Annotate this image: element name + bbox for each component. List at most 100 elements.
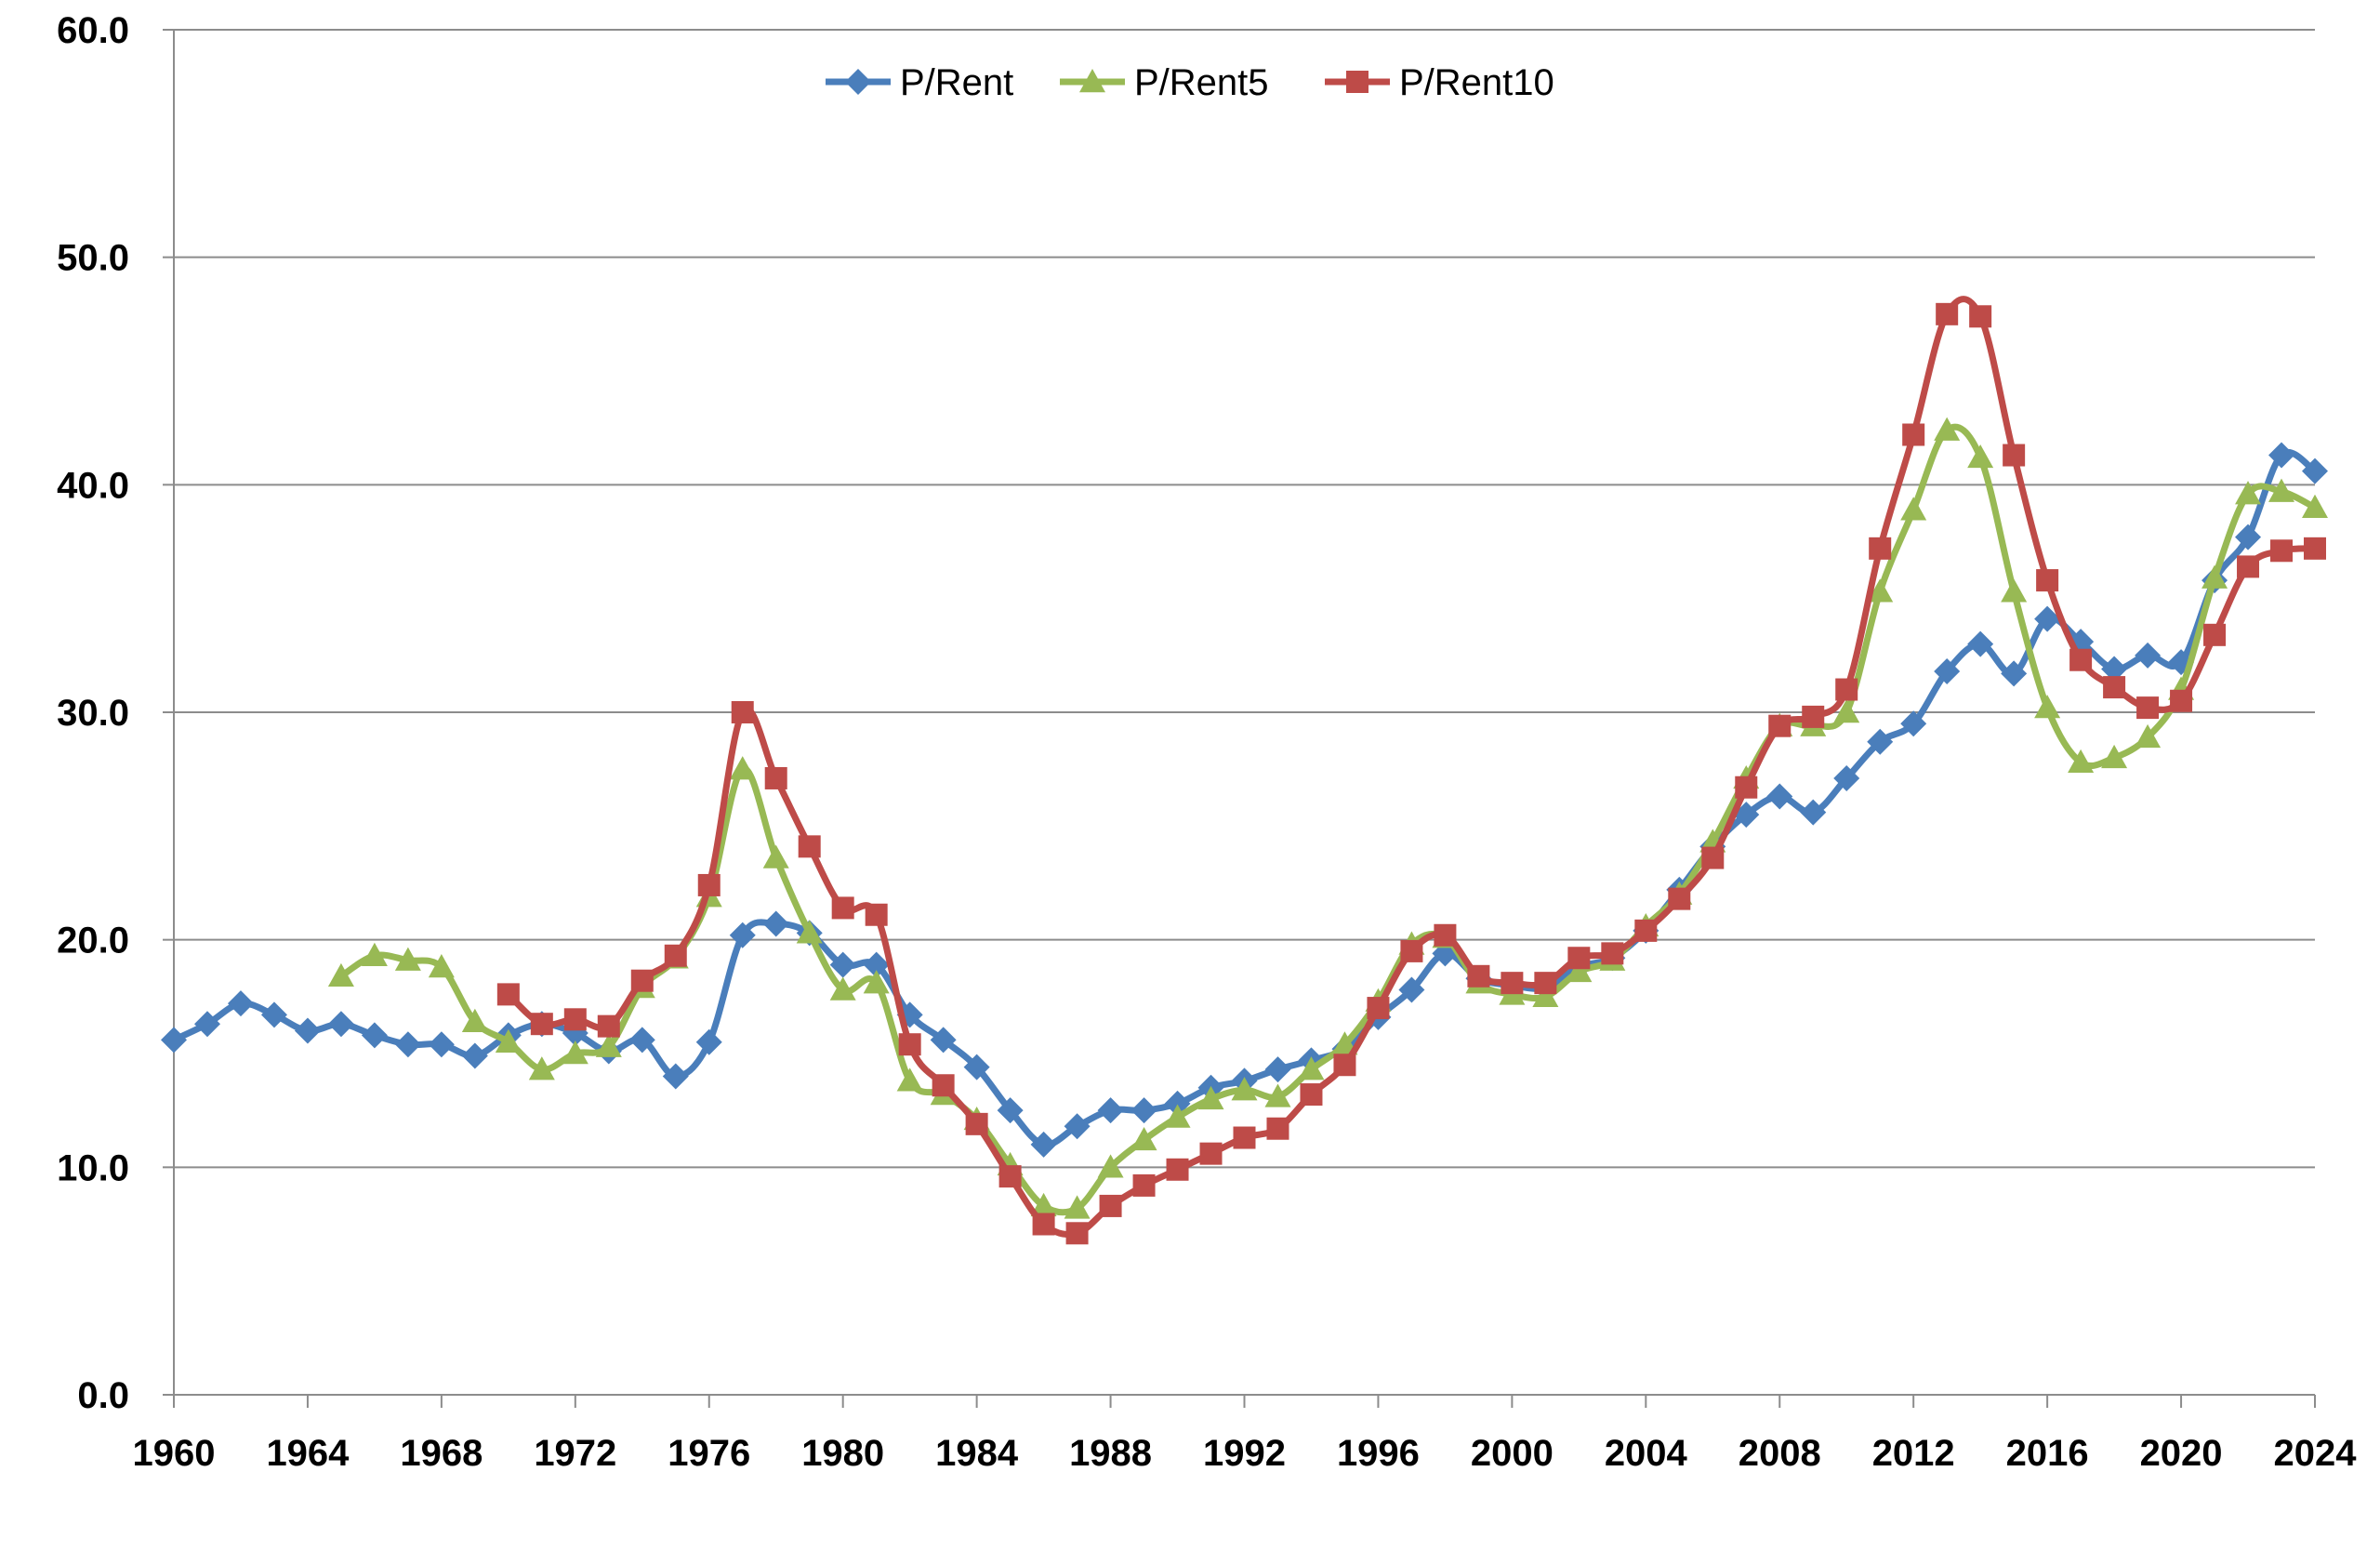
data-point-p-rent10 (1199, 1142, 1223, 1165)
data-point-p-rent (428, 1031, 455, 1058)
data-point-p-rent5 (829, 976, 856, 1001)
data-point-p-rent10 (1400, 939, 1423, 962)
data-point-p-rent10 (2136, 696, 2160, 720)
data-point-p-rent5 (2202, 564, 2228, 589)
data-point-p-rent5 (796, 920, 823, 944)
data-point-p-rent5 (1197, 1085, 1224, 1110)
data-point-p-rent5 (2302, 494, 2328, 518)
data-point-p-rent (1064, 1113, 1091, 1140)
data-point-p-rent (294, 1017, 321, 1044)
legend-swatch-marker (1079, 69, 1105, 93)
data-point-p-rent (193, 1011, 220, 1038)
series-p-rent5 (327, 417, 2328, 1219)
legend-label: P/Rent5 (1134, 62, 1269, 103)
y-tick-label: 10.0 (57, 1147, 129, 1188)
y-tick-label: 0.0 (77, 1375, 129, 1416)
legend: P/Rent P/Rent5 P/Rent10 (826, 62, 1554, 103)
data-point-p-rent5 (1264, 1083, 1291, 1107)
data-point-p-rent (628, 1027, 655, 1054)
gridlines (174, 29, 2315, 1169)
data-point-p-rent10 (865, 903, 888, 926)
data-point-p-rent5 (1900, 497, 1927, 521)
data-point-p-rent5 (1566, 958, 1593, 983)
data-point-p-rent5 (729, 756, 756, 780)
data-point-p-rent5 (495, 1028, 522, 1053)
legend-swatch-marker (845, 69, 871, 95)
data-point-p-rent10 (1668, 887, 1691, 910)
data-point-p-rent (2001, 660, 2028, 687)
x-tick-label: 1960 (133, 1433, 216, 1474)
data-point-p-rent (2302, 457, 2328, 484)
data-point-p-rent5 (428, 954, 455, 978)
data-point-p-rent5 (595, 1033, 622, 1057)
data-point-p-rent (1766, 783, 1793, 810)
data-point-p-rent10 (764, 766, 787, 789)
data-point-p-rent10 (2036, 569, 2059, 592)
x-tick-label: 2016 (2006, 1433, 2089, 1474)
data-point-p-rent10 (1902, 423, 1925, 446)
data-point-p-rent5 (1164, 1104, 1191, 1128)
data-point-p-rent10 (1501, 972, 1524, 995)
x-tick-label: 2008 (1739, 1433, 1821, 1474)
data-point-p-rent10 (1969, 305, 1992, 328)
data-point-p-rent10 (1233, 1126, 1256, 1149)
data-point-p-rent5 (1298, 1056, 1325, 1080)
data-point-p-rent (997, 1097, 1024, 1124)
data-point-p-rent5 (1833, 699, 1860, 723)
legend-item-p-rent10: P/Rent10 (1325, 62, 1554, 103)
y-tick-label: 40.0 (57, 465, 129, 506)
data-point-p-rent10 (1701, 846, 1725, 869)
data-point-p-rent (695, 1028, 722, 1055)
data-point-p-rent10 (2203, 623, 2227, 646)
data-point-p-rent10 (2270, 539, 2294, 563)
data-point-p-rent5 (863, 970, 890, 994)
data-point-p-rent10 (2237, 555, 2260, 578)
data-point-p-rent10 (530, 1013, 553, 1036)
data-point-p-rent10 (2170, 689, 2193, 712)
data-point-p-rent10 (496, 983, 520, 1006)
data-point-p-rent (1867, 728, 1894, 755)
data-point-p-rent10 (697, 873, 721, 896)
data-point-p-rent10 (731, 701, 754, 723)
data-point-p-rent5 (1532, 983, 1559, 1008)
data-point-p-rent (1030, 1131, 1057, 1158)
x-tick-label: 1972 (534, 1433, 616, 1474)
data-point-p-rent10 (831, 896, 854, 920)
data-point-p-rent (963, 1054, 990, 1080)
data-point-p-rent5 (394, 947, 421, 971)
data-point-p-rent10 (1936, 302, 1959, 325)
x-tick-label: 2004 (1605, 1433, 1688, 1474)
data-point-p-rent10 (1300, 1083, 1323, 1107)
x-tick-label: 2024 (2274, 1433, 2358, 1474)
x-tick-label: 1968 (400, 1433, 483, 1474)
data-point-p-rent (1097, 1097, 1124, 1124)
legend-item-p-rent: P/Rent (826, 62, 1013, 103)
legend-label: P/Rent10 (1399, 62, 1554, 103)
data-point-p-rent10 (932, 1074, 955, 1097)
x-tick-label: 2000 (1471, 1433, 1554, 1474)
x-tick-label: 2020 (2140, 1433, 2223, 1474)
series-line-p-rent (170, 449, 2319, 1148)
data-point-p-rent5 (1030, 1192, 1057, 1217)
x-tick-label: 2012 (1872, 1433, 1955, 1474)
data-point-p-rent10 (2069, 648, 2093, 671)
series-group (161, 296, 2328, 1245)
x-tick-label: 1992 (1203, 1433, 1286, 1474)
data-point-p-rent (829, 951, 856, 978)
data-point-p-rent10 (1467, 964, 1490, 988)
data-point-p-rent10 (1166, 1158, 1189, 1181)
data-point-p-rent (260, 1001, 287, 1028)
data-point-p-rent5 (528, 1056, 555, 1080)
data-point-p-rent10 (1869, 537, 1892, 560)
data-point-p-rent10 (1567, 947, 1591, 970)
x-tick-label: 1996 (1337, 1433, 1420, 1474)
data-point-p-rent5 (2068, 749, 2095, 774)
y-axis-ticks: 0.0 10.0 20.0 30.0 40.0 50.0 60.0 (57, 10, 174, 1416)
data-point-p-rent10 (664, 944, 687, 967)
data-point-p-rent5 (762, 844, 789, 868)
series-line-p-rent10 (505, 296, 2319, 1239)
data-point-p-rent (1900, 710, 1927, 737)
y-tick-label: 60.0 (57, 10, 129, 51)
data-point-p-rent5 (1934, 417, 1961, 441)
